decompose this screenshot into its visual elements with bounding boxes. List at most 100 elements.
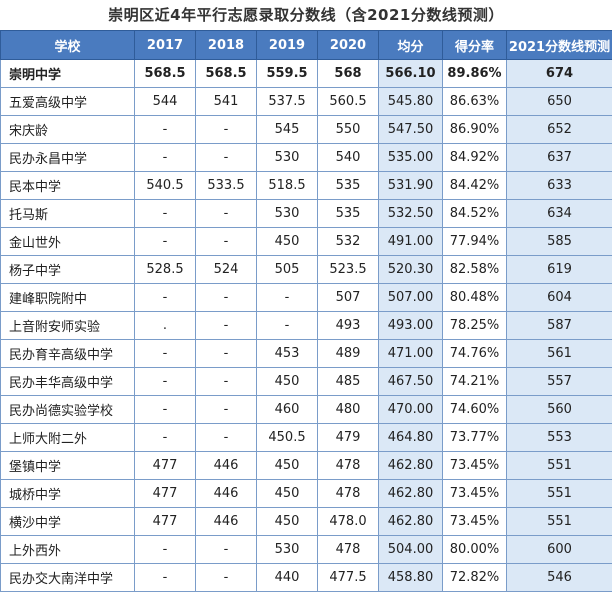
- average-cell: 462.80: [379, 480, 443, 508]
- year-2017-cell: -: [135, 200, 196, 228]
- prediction-2021-cell: 650: [507, 88, 612, 116]
- score-rate-cell: 78.25%: [443, 312, 507, 340]
- column-header-2018: 2018: [196, 31, 257, 60]
- year-2018-cell: -: [196, 340, 257, 368]
- year-2019-cell: 559.5: [257, 60, 318, 88]
- school-cell: 民办交大南洋中学: [1, 564, 135, 592]
- year-2018-cell: -: [196, 536, 257, 564]
- column-header-2020: 2020: [318, 31, 379, 60]
- school-cell: 崇明中学: [1, 60, 135, 88]
- year-2018-cell: 446: [196, 508, 257, 536]
- average-cell: 532.50: [379, 200, 443, 228]
- score-rate-cell: 89.86%: [443, 60, 507, 88]
- prediction-2021-cell: 553: [507, 424, 612, 452]
- year-2017-cell: -: [135, 564, 196, 592]
- school-cell: 宋庆龄: [1, 116, 135, 144]
- year-2020-cell: 478.0: [318, 508, 379, 536]
- column-header-score-rate: 得分率: [443, 31, 507, 60]
- school-cell: 五爱高级中学: [1, 88, 135, 116]
- year-2017-cell: -: [135, 536, 196, 564]
- school-cell: 上音附安师实验: [1, 312, 135, 340]
- year-2020-cell: 478: [318, 536, 379, 564]
- year-2020-cell: 493: [318, 312, 379, 340]
- score-rate-cell: 84.92%: [443, 144, 507, 172]
- year-2017-cell: 477: [135, 508, 196, 536]
- year-2020-cell: 535: [318, 172, 379, 200]
- score-rate-cell: 84.52%: [443, 200, 507, 228]
- score-rate-cell: 86.90%: [443, 116, 507, 144]
- year-2019-cell: 450: [257, 368, 318, 396]
- year-2019-cell: 505: [257, 256, 318, 284]
- column-header-2017: 2017: [135, 31, 196, 60]
- average-cell: 491.00: [379, 228, 443, 256]
- average-cell: 507.00: [379, 284, 443, 312]
- year-2020-cell: 479: [318, 424, 379, 452]
- year-2017-cell: -: [135, 228, 196, 256]
- prediction-2021-cell: 634: [507, 200, 612, 228]
- page-title: 崇明区近4年平行志愿录取分数线（含2021分数线预测）: [0, 0, 612, 30]
- year-2020-cell: 489: [318, 340, 379, 368]
- score-rate-cell: 77.94%: [443, 228, 507, 256]
- year-2019-cell: 450.5: [257, 424, 318, 452]
- prediction-2021-cell: 652: [507, 116, 612, 144]
- year-2020-cell: 568: [318, 60, 379, 88]
- prediction-2021-cell: 674: [507, 60, 612, 88]
- year-2019-cell: 450: [257, 508, 318, 536]
- prediction-2021-cell: 619: [507, 256, 612, 284]
- year-2018-cell: 446: [196, 480, 257, 508]
- score-rate-cell: 80.00%: [443, 536, 507, 564]
- year-2020-cell: 523.5: [318, 256, 379, 284]
- year-2018-cell: -: [196, 144, 257, 172]
- year-2018-cell: 533.5: [196, 172, 257, 200]
- year-2019-cell: -: [257, 284, 318, 312]
- prediction-2021-cell: 551: [507, 480, 612, 508]
- year-2017-cell: 568.5: [135, 60, 196, 88]
- prediction-2021-cell: 561: [507, 340, 612, 368]
- year-2018-cell: 568.5: [196, 60, 257, 88]
- score-rate-cell: 74.76%: [443, 340, 507, 368]
- year-2018-cell: -: [196, 284, 257, 312]
- prediction-2021-cell: 587: [507, 312, 612, 340]
- year-2019-cell: 530: [257, 200, 318, 228]
- column-header-average: 均分: [379, 31, 443, 60]
- year-2018-cell: -: [196, 368, 257, 396]
- year-2017-cell: -: [135, 144, 196, 172]
- year-2020-cell: 550: [318, 116, 379, 144]
- year-2018-cell: 524: [196, 256, 257, 284]
- year-2018-cell: -: [196, 116, 257, 144]
- year-2018-cell: 446: [196, 452, 257, 480]
- average-cell: 520.30: [379, 256, 443, 284]
- average-cell: 566.10: [379, 60, 443, 88]
- year-2018-cell: 541: [196, 88, 257, 116]
- year-2017-cell: -: [135, 116, 196, 144]
- year-2020-cell: 478: [318, 452, 379, 480]
- year-2017-cell: 528.5: [135, 256, 196, 284]
- column-header-2021-prediction: 2021分数线预测: [507, 31, 612, 60]
- average-cell: 467.50: [379, 368, 443, 396]
- prediction-2021-cell: 560: [507, 396, 612, 424]
- school-cell: 金山世外: [1, 228, 135, 256]
- prediction-2021-cell: 600: [507, 536, 612, 564]
- average-cell: 504.00: [379, 536, 443, 564]
- score-rate-cell: 80.48%: [443, 284, 507, 312]
- year-2019-cell: 530: [257, 144, 318, 172]
- year-2019-cell: 450: [257, 228, 318, 256]
- year-2018-cell: -: [196, 396, 257, 424]
- score-rate-cell: 84.42%: [443, 172, 507, 200]
- year-2019-cell: 545: [257, 116, 318, 144]
- year-2018-cell: -: [196, 228, 257, 256]
- prediction-2021-cell: 551: [507, 452, 612, 480]
- average-cell: 547.50: [379, 116, 443, 144]
